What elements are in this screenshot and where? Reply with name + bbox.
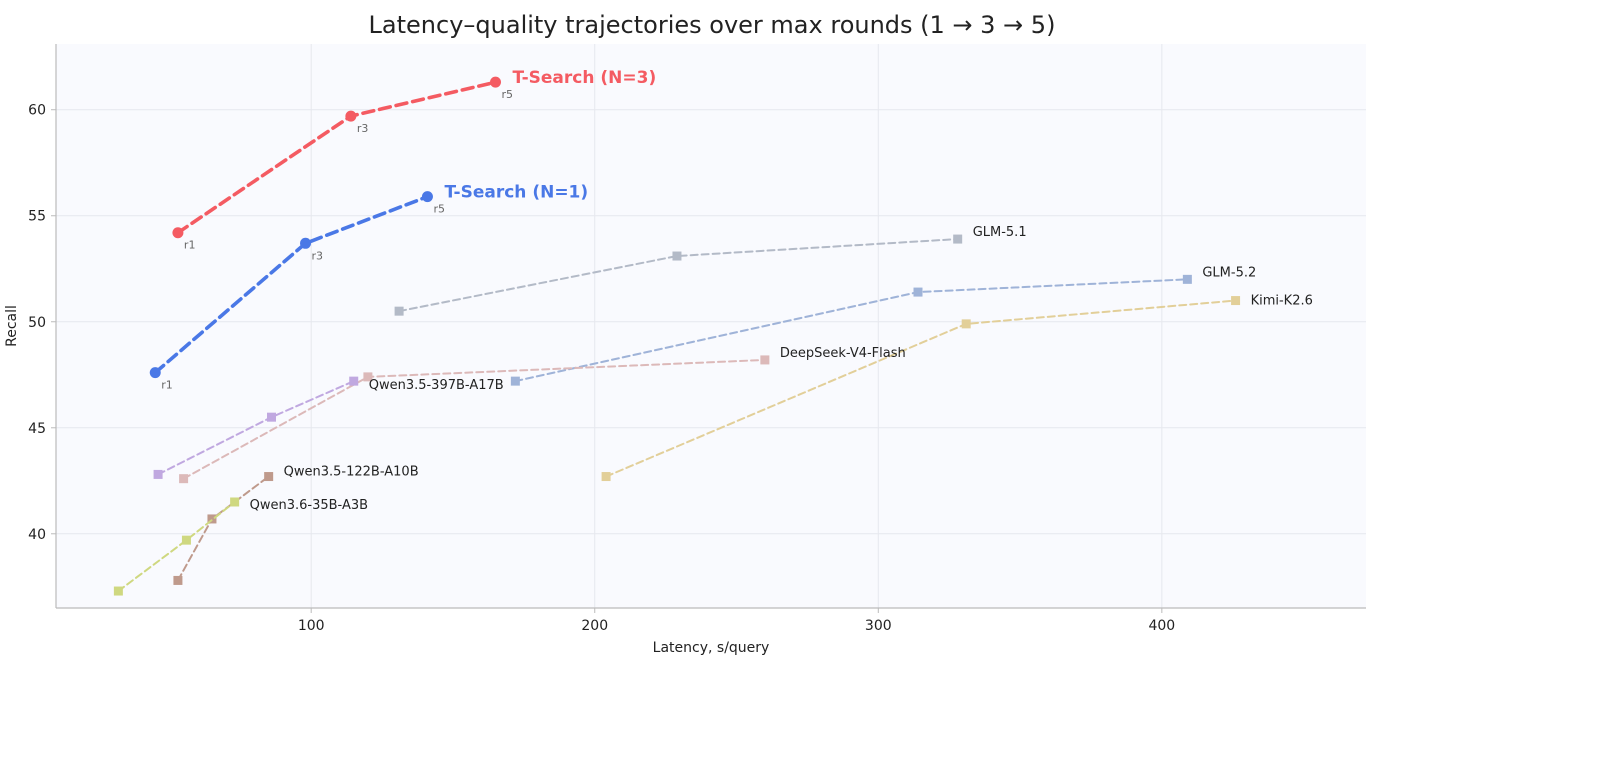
data-point [672,251,682,261]
series-label: Qwen3.5-397B-A17B [369,378,504,393]
series-label: GLM-5.2 [1202,265,1256,280]
data-point [961,319,971,329]
x-tick-label: 400 [1148,618,1175,634]
series-label: DeepSeek-V4-Flash [780,346,906,361]
round-label: r5 [502,88,514,101]
x-tick-label: 100 [298,618,325,634]
data-point [264,472,274,482]
data-point [1182,274,1192,284]
y-tick-label: 40 [28,527,46,543]
series-label: GLM-5.1 [973,225,1027,240]
data-point [149,367,161,379]
data-point [510,376,520,386]
series-deepseek-v4-flash: DeepSeek-V4-Flash [179,346,906,484]
series-label: Kimi-K2.6 [1251,294,1313,309]
series-glm-5-2: GLM-5.2 [510,265,1256,386]
data-point [349,376,359,386]
round-label: r3 [357,122,369,135]
data-point [363,372,373,382]
series-t-search-n-1: r1 r3 r5T-Search (N=1) [149,183,588,392]
data-point [394,306,404,316]
data-point [230,497,240,507]
data-point [172,227,184,239]
plot-area [56,44,1366,608]
series-qwen3-6-35b-a3b: Qwen3.6-35B-A3B [113,497,368,596]
round-label: r1 [161,379,173,392]
data-point [490,76,502,88]
data-point [1231,296,1241,306]
x-tick-label: 300 [865,618,892,634]
series-qwen3-5-122b-a10b: Qwen3.5-122B-A10B [173,465,419,585]
x-axis-label: Latency, s/query [653,640,770,656]
data-point [345,110,357,122]
series-label: Qwen3.6-35B-A3B [250,498,368,513]
data-point [179,474,189,484]
x-tick-label: 200 [581,618,608,634]
round-label: r3 [312,249,324,262]
tick-labels: 100 200 300 400 40 45 50 55 60 [28,103,1175,634]
data-point [300,237,312,249]
data-point [421,191,433,203]
series-label: T-Search (N=1) [444,183,588,203]
data-point [266,412,276,422]
data-point [153,469,163,479]
series-glm-5-1: GLM-5.1 [394,225,1027,316]
series-qwen3-5-397b-a17b: Qwen3.5-397B-A17B [153,376,504,479]
data-point [113,586,123,596]
data-point [913,287,923,297]
round-label: r5 [433,203,445,216]
data-point [207,514,217,524]
data-point [953,234,963,244]
data-point [173,575,183,585]
data-point [181,535,191,545]
series-label: T-Search (N=3) [513,68,657,88]
series-line [398,238,959,313]
round-label: r1 [184,239,196,252]
axes [55,44,1366,609]
y-tick-label: 55 [28,209,46,225]
series-label: Qwen3.5-122B-A10B [284,465,419,480]
y-axis-label: Recall [4,305,20,347]
chart-title: Latency–quality trajectories over max ro… [369,11,1056,39]
data-point [601,472,611,482]
y-tick-label: 45 [28,421,46,437]
series-kimi-k2-6: Kimi-K2.6 [601,294,1313,482]
y-tick-label: 50 [28,315,46,331]
data-point [760,355,770,365]
series: GLM-5.1 GLM-5.2 Kimi-K2.6 DeepSeek-V4-Flash… [113,68,1313,596]
y-tick-label: 60 [28,103,46,119]
